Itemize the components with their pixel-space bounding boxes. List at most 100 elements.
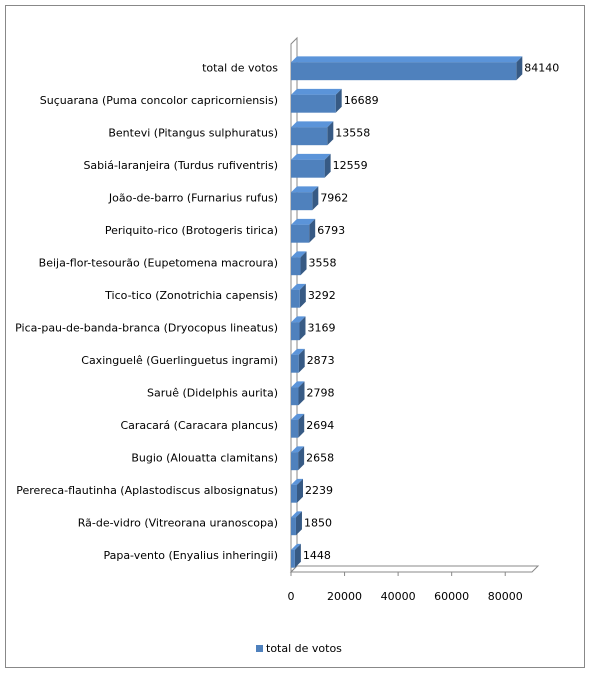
data-label: 2239 — [305, 484, 333, 497]
bar — [291, 316, 306, 341]
y-tick-label: Rã-de-vidro (Vitreorana uranoscopa) — [78, 516, 278, 529]
bar-side — [516, 56, 523, 81]
data-label: 3558 — [309, 256, 337, 269]
y-tick-label: Caxinguelê (Guerlinguetus ingrami) — [81, 354, 278, 367]
y-tick-label: Perereca-flautinha (Aplastodiscus albosi… — [16, 484, 278, 497]
bar — [291, 251, 307, 276]
bar-front — [291, 354, 299, 373]
bar-side — [312, 186, 319, 211]
bar-top — [291, 186, 319, 193]
data-label: 1448 — [303, 549, 331, 562]
y-tick-label: Bugio (Alouatta clamitans) — [131, 451, 278, 464]
bar — [291, 283, 306, 308]
bar-front — [291, 192, 313, 211]
bar-front — [291, 419, 299, 438]
bar-top — [291, 88, 342, 95]
bar-side — [295, 511, 302, 536]
bar-top — [291, 446, 305, 453]
bar — [291, 56, 523, 81]
data-label: 1850 — [304, 516, 332, 529]
bar-top — [291, 218, 316, 225]
data-label: 2694 — [306, 419, 334, 432]
bar-side — [298, 413, 305, 438]
bar-top — [291, 153, 331, 160]
bar-top — [291, 56, 523, 63]
bar-front — [291, 484, 297, 503]
bar-front — [291, 257, 301, 276]
y-tick-label: Suçuarana (Puma concolor capricorniensis… — [40, 94, 278, 107]
data-label: 2658 — [306, 451, 334, 464]
legend-label: total de votos — [266, 642, 342, 655]
data-label: 3169 — [307, 321, 335, 334]
x-tick-label: 0 — [288, 590, 295, 603]
y-tick-label: Pica-pau-de-banda-branca (Dryocopus line… — [15, 321, 278, 334]
x-tick-label: 60000 — [434, 590, 469, 603]
bar-top — [291, 478, 303, 485]
bar — [291, 88, 342, 113]
bar-top — [291, 316, 306, 323]
bar-front — [291, 452, 299, 471]
y-tick-label: Tico-tico (Zonotrichia capensis) — [104, 289, 278, 302]
bar — [291, 543, 301, 568]
bar — [291, 348, 305, 373]
bar-side — [309, 218, 316, 243]
data-label: 2798 — [306, 386, 334, 399]
bar-front — [291, 224, 310, 243]
data-label: 16689 — [344, 94, 379, 107]
bar-side — [294, 543, 301, 568]
y-tick-label: Beija-flor-tesourão (Eupetomena macroura… — [39, 256, 278, 269]
bar-front — [291, 94, 336, 113]
bar — [291, 478, 303, 503]
bar-top — [291, 381, 305, 388]
x-tick-label: 80000 — [488, 590, 523, 603]
bar-top — [291, 543, 301, 550]
bar-front — [291, 289, 300, 308]
bar-side — [327, 121, 334, 146]
y-tick-label: Bentevi (Pitangus sulphuratus) — [108, 126, 278, 139]
bar — [291, 381, 305, 406]
y-tick-label: total de votos — [202, 61, 278, 74]
data-label: 13558 — [335, 126, 370, 139]
bar-front — [291, 62, 517, 81]
legend-swatch — [256, 645, 263, 652]
bar — [291, 218, 316, 243]
bar-top — [291, 121, 334, 128]
bar-side — [298, 348, 305, 373]
bar-front — [291, 517, 296, 536]
bar — [291, 446, 305, 471]
data-label: 3292 — [308, 289, 336, 302]
bar-side — [299, 283, 306, 308]
bar-front — [291, 322, 300, 341]
data-label: 12559 — [333, 159, 368, 172]
data-label: 84140 — [524, 61, 559, 74]
y-tick-label: Sabiá-laranjeira (Turdus rufiventris) — [83, 159, 278, 172]
bar — [291, 121, 334, 146]
data-label: 2873 — [307, 354, 335, 367]
bar-side — [324, 153, 331, 178]
bar-side — [300, 251, 307, 276]
bar-top — [291, 413, 305, 420]
floor — [289, 565, 540, 573]
data-label: 7962 — [320, 191, 348, 204]
x-tick-label: 20000 — [327, 590, 362, 603]
bar — [291, 413, 305, 438]
bar-front — [291, 549, 295, 568]
bar — [291, 153, 331, 178]
bar — [291, 186, 319, 211]
bar-front — [291, 159, 325, 178]
y-tick-label: João-de-barro (Furnarius rufus) — [108, 191, 278, 204]
y-tick-label: Saruê (Didelphis aurita) — [147, 386, 278, 399]
y-tick-label: Periquito-rico (Brotogeris tirica) — [105, 224, 278, 237]
x-tick-label: 40000 — [381, 590, 416, 603]
y-tick-label: Caracará (Caracara plancus) — [120, 419, 278, 432]
bar-side — [335, 88, 342, 113]
bar-front — [291, 387, 299, 406]
data-label: 6793 — [317, 224, 345, 237]
bar-side — [296, 478, 303, 503]
bar — [291, 511, 302, 536]
bar-top — [291, 348, 305, 355]
bar-top — [291, 251, 307, 258]
bar-side — [299, 316, 306, 341]
bar-side — [298, 381, 305, 406]
